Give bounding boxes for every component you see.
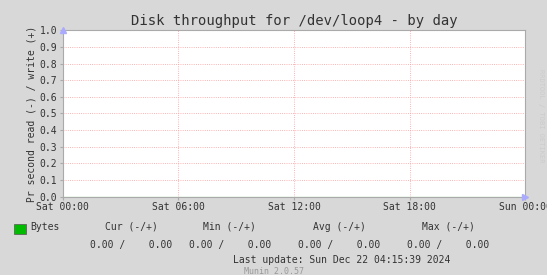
Text: Last update: Sun Dec 22 04:15:39 2024: Last update: Sun Dec 22 04:15:39 2024 (233, 255, 451, 265)
Text: 0.00 /    0.00: 0.00 / 0.00 (408, 240, 490, 250)
Title: Disk throughput for /dev/loop4 - by day: Disk throughput for /dev/loop4 - by day (131, 14, 457, 28)
Text: 0.00 /    0.00: 0.00 / 0.00 (90, 240, 172, 250)
Text: Bytes: Bytes (30, 222, 60, 232)
Text: Avg (-/+): Avg (-/+) (313, 222, 365, 232)
Text: Cur (-/+): Cur (-/+) (105, 222, 158, 232)
Y-axis label: Pr second read (-) / write (+): Pr second read (-) / write (+) (27, 25, 37, 202)
Text: RRDTOOL / TOBI OETIKER: RRDTOOL / TOBI OETIKER (538, 69, 544, 162)
Text: 0.00 /    0.00: 0.00 / 0.00 (298, 240, 380, 250)
Text: Max (-/+): Max (-/+) (422, 222, 475, 232)
Text: 0.00 /    0.00: 0.00 / 0.00 (189, 240, 271, 250)
Text: Min (-/+): Min (-/+) (203, 222, 256, 232)
Text: Munin 2.0.57: Munin 2.0.57 (243, 267, 304, 275)
